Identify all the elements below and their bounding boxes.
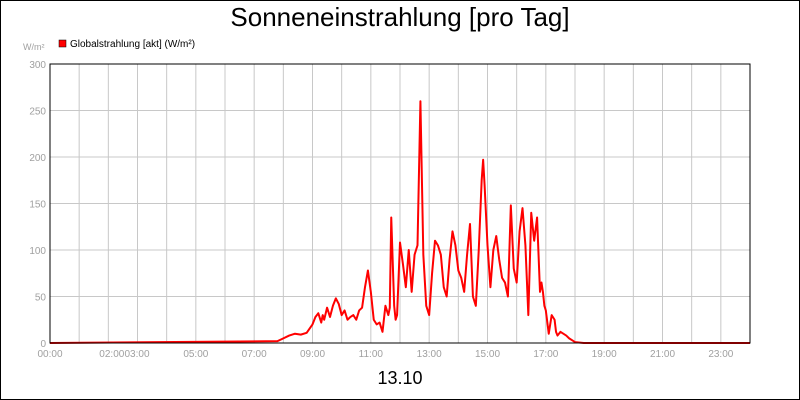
legend-label: Globalstrahlung [akt] (W/m²) bbox=[70, 39, 195, 50]
y-tick-label: 150 bbox=[29, 200, 46, 211]
y-tick-label: 100 bbox=[29, 246, 46, 257]
y-axis-unit-label: W/m² bbox=[23, 42, 45, 52]
x-tick-label: 02:00 bbox=[99, 349, 124, 360]
y-tick-label: 250 bbox=[29, 107, 46, 118]
axis-tick-labels: 0 50 100 150 200 250 300 00:00 02:00 03:00 05:00 07… bbox=[29, 60, 733, 360]
y-tick-label: 300 bbox=[29, 60, 46, 71]
x-tick-label: 19:00 bbox=[592, 349, 617, 360]
plot-border bbox=[49, 63, 751, 344]
x-tick-label: 11:00 bbox=[359, 349, 384, 360]
x-tick-label: 03:00 bbox=[125, 349, 150, 360]
x-tick-label: 13:00 bbox=[417, 349, 442, 360]
y-tick-label: 200 bbox=[29, 153, 46, 164]
x-tick-label: 21:00 bbox=[650, 349, 675, 360]
x-axis-label: 13.10 bbox=[377, 368, 423, 388]
y-tick-label: 50 bbox=[35, 293, 47, 304]
x-tick-label: 00:00 bbox=[37, 349, 62, 360]
chart-title: Sonneneinstrahlung [pro Tag] bbox=[230, 2, 570, 32]
grid bbox=[50, 64, 750, 343]
x-tick-label: 17:00 bbox=[533, 349, 558, 360]
x-tick-label: 23:00 bbox=[708, 349, 733, 360]
x-tick-label: 05:00 bbox=[183, 349, 208, 360]
legend: Globalstrahlung [akt] (W/m²) bbox=[58, 39, 195, 50]
y-tick-label: 0 bbox=[40, 339, 46, 350]
series-line-globalstrahlung bbox=[49, 100, 750, 344]
x-tick-label: 15:00 bbox=[475, 349, 500, 360]
legend-swatch bbox=[58, 39, 67, 48]
x-tick-label: 07:00 bbox=[242, 349, 267, 360]
x-tick-label: 09:00 bbox=[300, 349, 325, 360]
